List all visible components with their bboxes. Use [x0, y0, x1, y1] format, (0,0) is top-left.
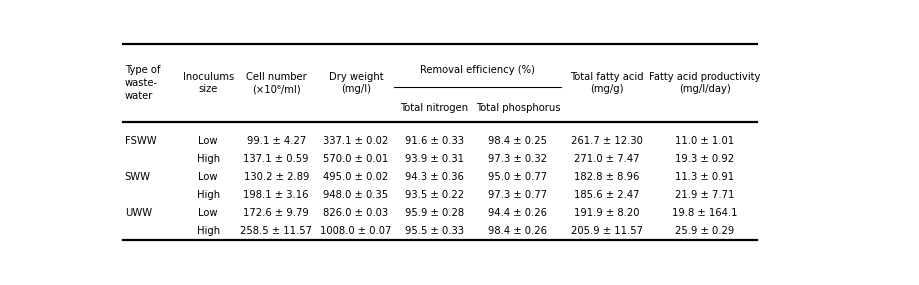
Text: 11.0 ± 1.01: 11.0 ± 1.01 [675, 136, 734, 146]
Text: Type of
waste-
water: Type of waste- water [125, 65, 160, 101]
Text: Cell number
(×10⁶/ml): Cell number (×10⁶/ml) [245, 72, 307, 94]
Text: 337.1 ± 0.02: 337.1 ± 0.02 [323, 136, 389, 146]
Text: 19.3 ± 0.92: 19.3 ± 0.92 [675, 154, 734, 164]
Text: Fatty acid productivity
(mg/l/day): Fatty acid productivity (mg/l/day) [649, 72, 760, 94]
Text: 185.6 ± 2.47: 185.6 ± 2.47 [574, 190, 640, 200]
Text: 137.1 ± 0.59: 137.1 ± 0.59 [244, 154, 309, 164]
Text: 21.9 ± 7.71: 21.9 ± 7.71 [675, 190, 734, 200]
Text: SWW: SWW [125, 172, 151, 182]
Text: Inoculums
size: Inoculums size [183, 72, 233, 94]
Text: Low: Low [199, 136, 218, 146]
Text: 130.2 ± 2.89: 130.2 ± 2.89 [244, 172, 309, 182]
Text: FSWW: FSWW [125, 136, 156, 146]
Text: Total fatty acid
(mg/g): Total fatty acid (mg/g) [570, 72, 643, 94]
Text: 93.9 ± 0.31: 93.9 ± 0.31 [404, 154, 464, 164]
Text: UWW: UWW [125, 208, 152, 218]
Text: 198.1 ± 3.16: 198.1 ± 3.16 [244, 190, 309, 200]
Text: 191.9 ± 8.20: 191.9 ± 8.20 [574, 208, 640, 218]
Text: 11.3 ± 0.91: 11.3 ± 0.91 [675, 172, 734, 182]
Text: 495.0 ± 0.02: 495.0 ± 0.02 [323, 172, 389, 182]
Text: 271.0 ± 7.47: 271.0 ± 7.47 [574, 154, 640, 164]
Text: Total nitrogen: Total nitrogen [401, 103, 469, 113]
Text: 570.0 ± 0.01: 570.0 ± 0.01 [323, 154, 389, 164]
Text: 19.8 ± 164.1: 19.8 ± 164.1 [672, 208, 737, 218]
Text: 95.0 ± 0.77: 95.0 ± 0.77 [488, 172, 548, 182]
Text: High: High [197, 226, 220, 236]
Text: 172.6 ± 9.79: 172.6 ± 9.79 [244, 208, 309, 218]
Text: Low: Low [199, 208, 218, 218]
Text: 94.3 ± 0.36: 94.3 ± 0.36 [405, 172, 464, 182]
Text: 1008.0 ± 0.07: 1008.0 ± 0.07 [321, 226, 391, 236]
Text: Dry weight
(mg/l): Dry weight (mg/l) [329, 72, 383, 94]
Text: 91.6 ± 0.33: 91.6 ± 0.33 [404, 136, 464, 146]
Text: 98.4 ± 0.26: 98.4 ± 0.26 [489, 226, 548, 236]
Text: 95.9 ± 0.28: 95.9 ± 0.28 [404, 208, 464, 218]
Text: 261.7 ± 12.30: 261.7 ± 12.30 [571, 136, 642, 146]
Text: High: High [197, 190, 220, 200]
Text: 826.0 ± 0.03: 826.0 ± 0.03 [323, 208, 389, 218]
Text: 97.3 ± 0.77: 97.3 ± 0.77 [488, 190, 548, 200]
Text: 948.0 ± 0.35: 948.0 ± 0.35 [323, 190, 389, 200]
Text: 95.5 ± 0.33: 95.5 ± 0.33 [404, 226, 464, 236]
Text: 205.9 ± 11.57: 205.9 ± 11.57 [571, 226, 642, 236]
Text: 258.5 ± 11.57: 258.5 ± 11.57 [240, 226, 312, 236]
Text: High: High [197, 154, 220, 164]
Text: Removal efficiency (%): Removal efficiency (%) [420, 66, 535, 76]
Text: 94.4 ± 0.26: 94.4 ± 0.26 [489, 208, 548, 218]
Text: Low: Low [199, 172, 218, 182]
Text: 25.9 ± 0.29: 25.9 ± 0.29 [675, 226, 734, 236]
Text: 93.5 ± 0.22: 93.5 ± 0.22 [404, 190, 464, 200]
Text: 99.1 ± 4.27: 99.1 ± 4.27 [246, 136, 306, 146]
Text: 182.8 ± 8.96: 182.8 ± 8.96 [574, 172, 640, 182]
Text: Total phosphorus: Total phosphorus [476, 103, 561, 113]
Text: 97.3 ± 0.32: 97.3 ± 0.32 [489, 154, 548, 164]
Text: 98.4 ± 0.25: 98.4 ± 0.25 [489, 136, 548, 146]
